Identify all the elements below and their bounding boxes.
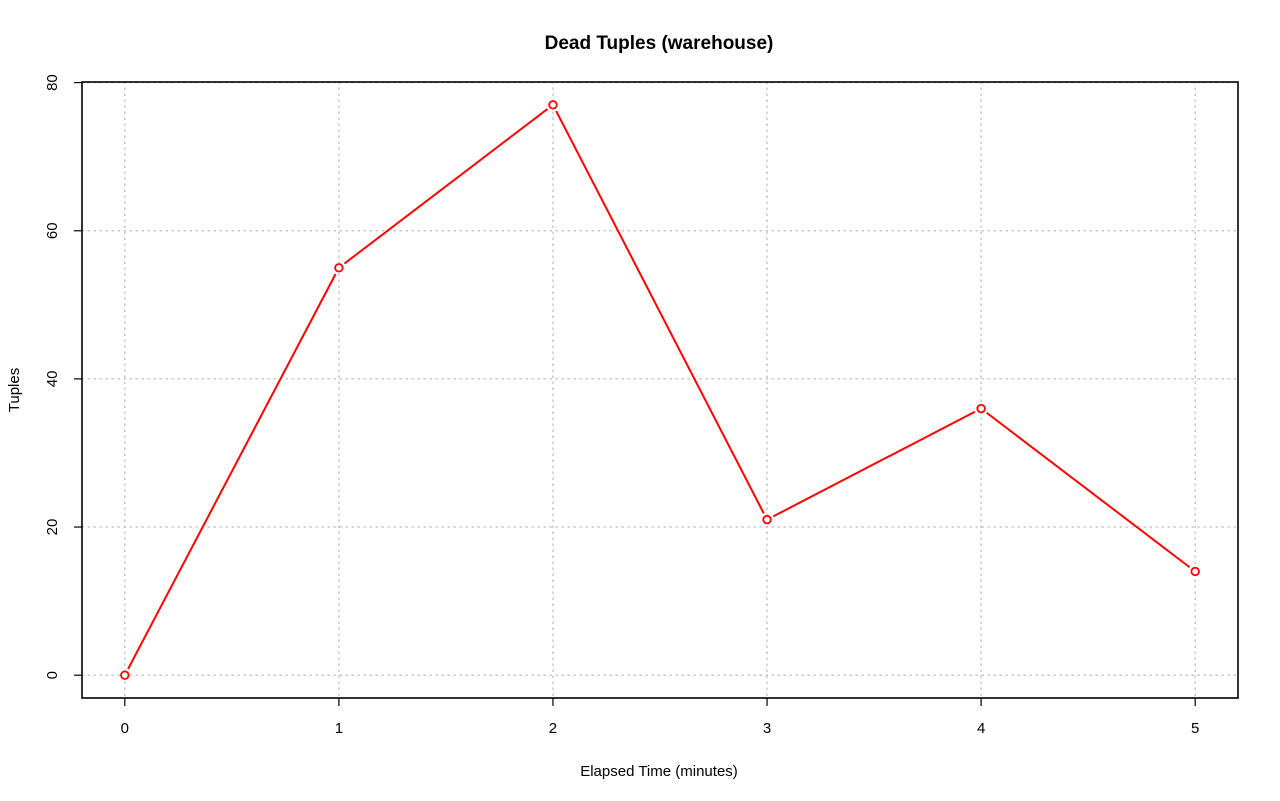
y-tick-label: 80 — [44, 74, 61, 91]
x-tick-label: 5 — [1191, 720, 1199, 737]
plot-area-border — [81, 81, 1239, 699]
data-point — [976, 403, 986, 414]
series-line-segment — [127, 273, 337, 670]
data-point — [120, 670, 130, 680]
data-point — [1190, 566, 1200, 577]
series-line-segment — [343, 108, 548, 265]
chart-title: Dead Tuples (warehouse) — [545, 33, 774, 54]
data-point — [762, 514, 772, 525]
grid — [81, 81, 1239, 699]
x-tick-label: 0 — [121, 720, 129, 737]
x-axis-label: Elapsed Time (minutes) — [580, 763, 738, 780]
series-line-segment — [772, 410, 976, 518]
x-tick-label: 2 — [549, 720, 557, 737]
y-tick-label: 20 — [44, 519, 61, 536]
data-point — [334, 263, 344, 273]
x-tick-label: 4 — [977, 720, 985, 737]
series — [120, 100, 1200, 680]
y-tick-label: 60 — [44, 222, 61, 239]
x-tick-label: 1 — [335, 720, 343, 737]
x-tick-label: 3 — [763, 720, 771, 737]
series-line-segment — [555, 110, 765, 514]
y-axis-label: Tuples — [6, 368, 23, 412]
data-point — [548, 100, 558, 110]
series-line-segment — [986, 411, 1191, 569]
y-tick-label: 40 — [44, 371, 61, 388]
axes: 0 1 2 3 4 5 0 20 40 60 80 — [44, 74, 1199, 737]
y-tick-label: 0 — [44, 671, 61, 679]
